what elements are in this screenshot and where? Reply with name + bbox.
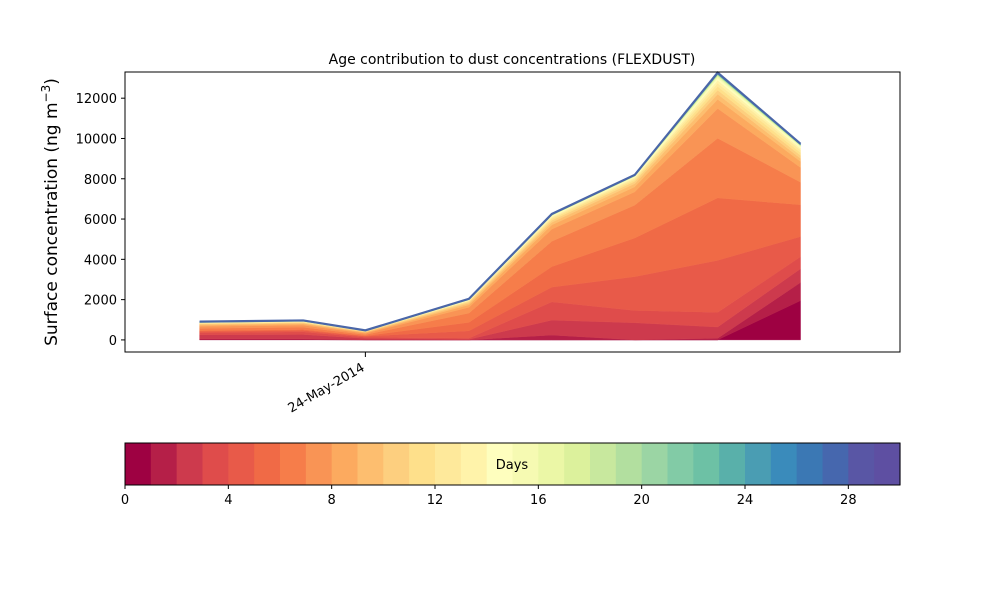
plot-area <box>124 71 901 353</box>
colorbar-tick-label: 12 <box>427 493 444 508</box>
colorbar-cell-day-21 <box>667 443 694 485</box>
colorbar-cell-day-1 <box>150 443 178 485</box>
colorbar-tick-label: 8 <box>328 493 336 508</box>
colorbar-tick-label: 0 <box>121 493 129 508</box>
chart-title: Age contribution to dust concentrations … <box>329 52 696 68</box>
colorbar-cell-day-6 <box>280 443 307 485</box>
y-axis-label-superscript: −3 <box>39 85 53 103</box>
colorbar-cell-day-13 <box>460 443 488 485</box>
colorbar-frame <box>124 442 901 486</box>
colorbar-cell-day-28 <box>848 443 875 485</box>
total-concentration-line <box>199 71 802 332</box>
plot-frame <box>124 71 901 353</box>
y-tick-label: 10000 <box>76 132 117 147</box>
y-tick-label: 12000 <box>76 92 117 107</box>
colorbar-cell-day-0 <box>125 443 152 485</box>
colorbar-cell-day-2 <box>176 443 204 485</box>
colorbar-cell-day-10 <box>383 443 410 485</box>
colorbar-tick-label: 20 <box>633 493 650 508</box>
colorbar-cell-day-26 <box>796 443 824 485</box>
colorbar-cells <box>125 443 901 485</box>
colorbar-tick-label: 16 <box>530 493 547 508</box>
y-axis-label-suffix: ) <box>42 78 62 85</box>
y-axis: 0 2000 4000 6000 8000 10000 12000 <box>76 92 125 349</box>
colorbar-cell-day-17 <box>564 443 591 485</box>
colorbar-cell-day-9 <box>357 443 384 485</box>
colorbar-cell-day-20 <box>641 443 669 485</box>
x-axis: 24-May-2014 <box>286 352 368 416</box>
colorbar-cell-day-7 <box>305 443 333 485</box>
colorbar-cell-day-12 <box>435 443 462 485</box>
colorbar-cell-day-8 <box>331 443 359 485</box>
y-axis-label: Surface concentration (ng m−3) <box>39 78 62 346</box>
colorbar-cell-day-4 <box>228 443 255 485</box>
colorbar-cell-day-11 <box>409 443 436 485</box>
colorbar-cell-day-3 <box>202 443 229 485</box>
stacked-area-layers <box>199 72 801 341</box>
colorbar-tick-label: 24 <box>737 493 754 508</box>
y-tick-label: 8000 <box>84 173 117 188</box>
y-tick-label: 6000 <box>84 213 117 228</box>
y-tick-label: 4000 <box>84 253 117 268</box>
colorbar-cell-day-24 <box>745 443 772 485</box>
colorbar-cell-day-19 <box>615 443 643 485</box>
colorbar-cell-day-25 <box>770 443 798 485</box>
colorbar-cell-day-5 <box>254 443 281 485</box>
colorbar-tick-label: 28 <box>840 493 857 508</box>
colorbar-cell-day-16 <box>538 443 565 485</box>
colorbar-cell-day-27 <box>822 443 849 485</box>
x-tick-label: 24-May-2014 <box>286 360 368 416</box>
colorbar-cell-day-15 <box>512 443 539 485</box>
colorbar-cell-day-29 <box>874 443 901 485</box>
colorbar-cell-day-22 <box>693 443 720 485</box>
y-tick-label: 0 <box>109 334 117 349</box>
colorbar-cell-day-23 <box>719 443 746 485</box>
y-axis-label-main: Surface concentration (ng m <box>42 102 62 345</box>
colorbar-tick-label: 4 <box>224 493 232 508</box>
colorbar-ticks: 0 4 8 12 16 20 24 28 <box>121 485 857 508</box>
colorbar-cell-day-18 <box>590 443 617 485</box>
colorbar-label: Days <box>496 458 529 473</box>
y-tick-label: 2000 <box>84 294 117 309</box>
colorbar: Days 0 4 8 12 16 20 24 28 <box>121 442 901 508</box>
colorbar-cell-day-14 <box>486 443 514 485</box>
